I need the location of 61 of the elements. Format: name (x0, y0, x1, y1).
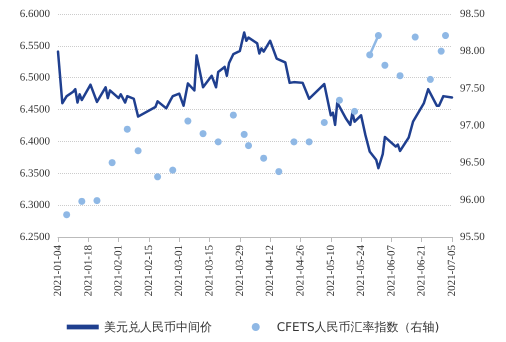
point (442, 32, 450, 40)
point (134, 147, 142, 154)
y-tick-label: 6.4500 (20, 104, 50, 116)
x-tick-label: 2021-06-07 (385, 244, 398, 296)
x-tick-label: 2021-05-10 (324, 244, 337, 296)
y-tick-label: 6.5500 (20, 40, 50, 52)
legend-label: 美元兑人民币中间价 (104, 320, 212, 334)
x-tick-label: 2021-04-26 (294, 244, 306, 296)
y2-tick-label: 98.50 (460, 8, 486, 20)
y2-tick-label: 97.50 (460, 82, 486, 94)
point (260, 154, 268, 162)
x-tick-label: 2021-06-21 (416, 245, 428, 296)
point (351, 108, 358, 115)
point (275, 168, 282, 176)
point (108, 159, 116, 166)
point (366, 51, 374, 58)
y-tick-label: 6.3000 (20, 199, 50, 212)
line-series (56, 31, 454, 170)
point (438, 48, 445, 55)
point (412, 34, 419, 41)
point (245, 142, 252, 150)
point (154, 173, 162, 180)
x-tick-label: 2021-03-01 (173, 245, 186, 296)
point (78, 198, 86, 205)
point (306, 138, 313, 146)
x-tick-label: 2021-02-15 (142, 244, 155, 296)
x-tick-label: 2021-02-01 (112, 245, 125, 296)
x-tick-label: 2021-01-18 (82, 244, 94, 296)
point (230, 112, 237, 119)
point (184, 118, 192, 125)
point (214, 138, 222, 146)
point (320, 119, 328, 126)
point (396, 72, 404, 80)
x-tick-label: 2021-04-12 (264, 245, 276, 296)
y2-tick-label: 98.00 (460, 45, 486, 58)
x-tick-label: 2021-05-24 (355, 244, 368, 296)
point (93, 197, 100, 204)
point (426, 76, 434, 83)
point (169, 166, 176, 174)
point (374, 32, 382, 40)
point (290, 138, 298, 146)
y-tick-label: 6.6000 (20, 8, 50, 20)
y2-tick-label: 95.50 (460, 231, 486, 243)
point (63, 211, 70, 218)
point (200, 130, 207, 138)
x-tick-label: 2021-03-29 (234, 244, 246, 296)
y-tick-label: 6.2500 (20, 231, 50, 243)
y2-tick-label: 96.00 (460, 194, 486, 206)
x-tick-label: 2021-03-15 (204, 244, 216, 296)
y2-tick-label: 96.50 (460, 156, 486, 169)
point (381, 62, 388, 69)
x-tick-label: 2021-01-04 (52, 244, 64, 296)
y-tick-label: 6.3500 (20, 167, 50, 180)
legend-label: CFETS人民币汇率指数（右轴) (276, 320, 440, 334)
y2-tick-label: 97.00 (460, 120, 486, 132)
point (336, 96, 343, 104)
x-tick-label: 2021-07-05 (446, 244, 458, 296)
point (240, 130, 248, 138)
y-tick-label: 6.4000 (20, 135, 50, 148)
point (124, 126, 131, 133)
y-tick-label: 6.5000 (20, 72, 50, 84)
